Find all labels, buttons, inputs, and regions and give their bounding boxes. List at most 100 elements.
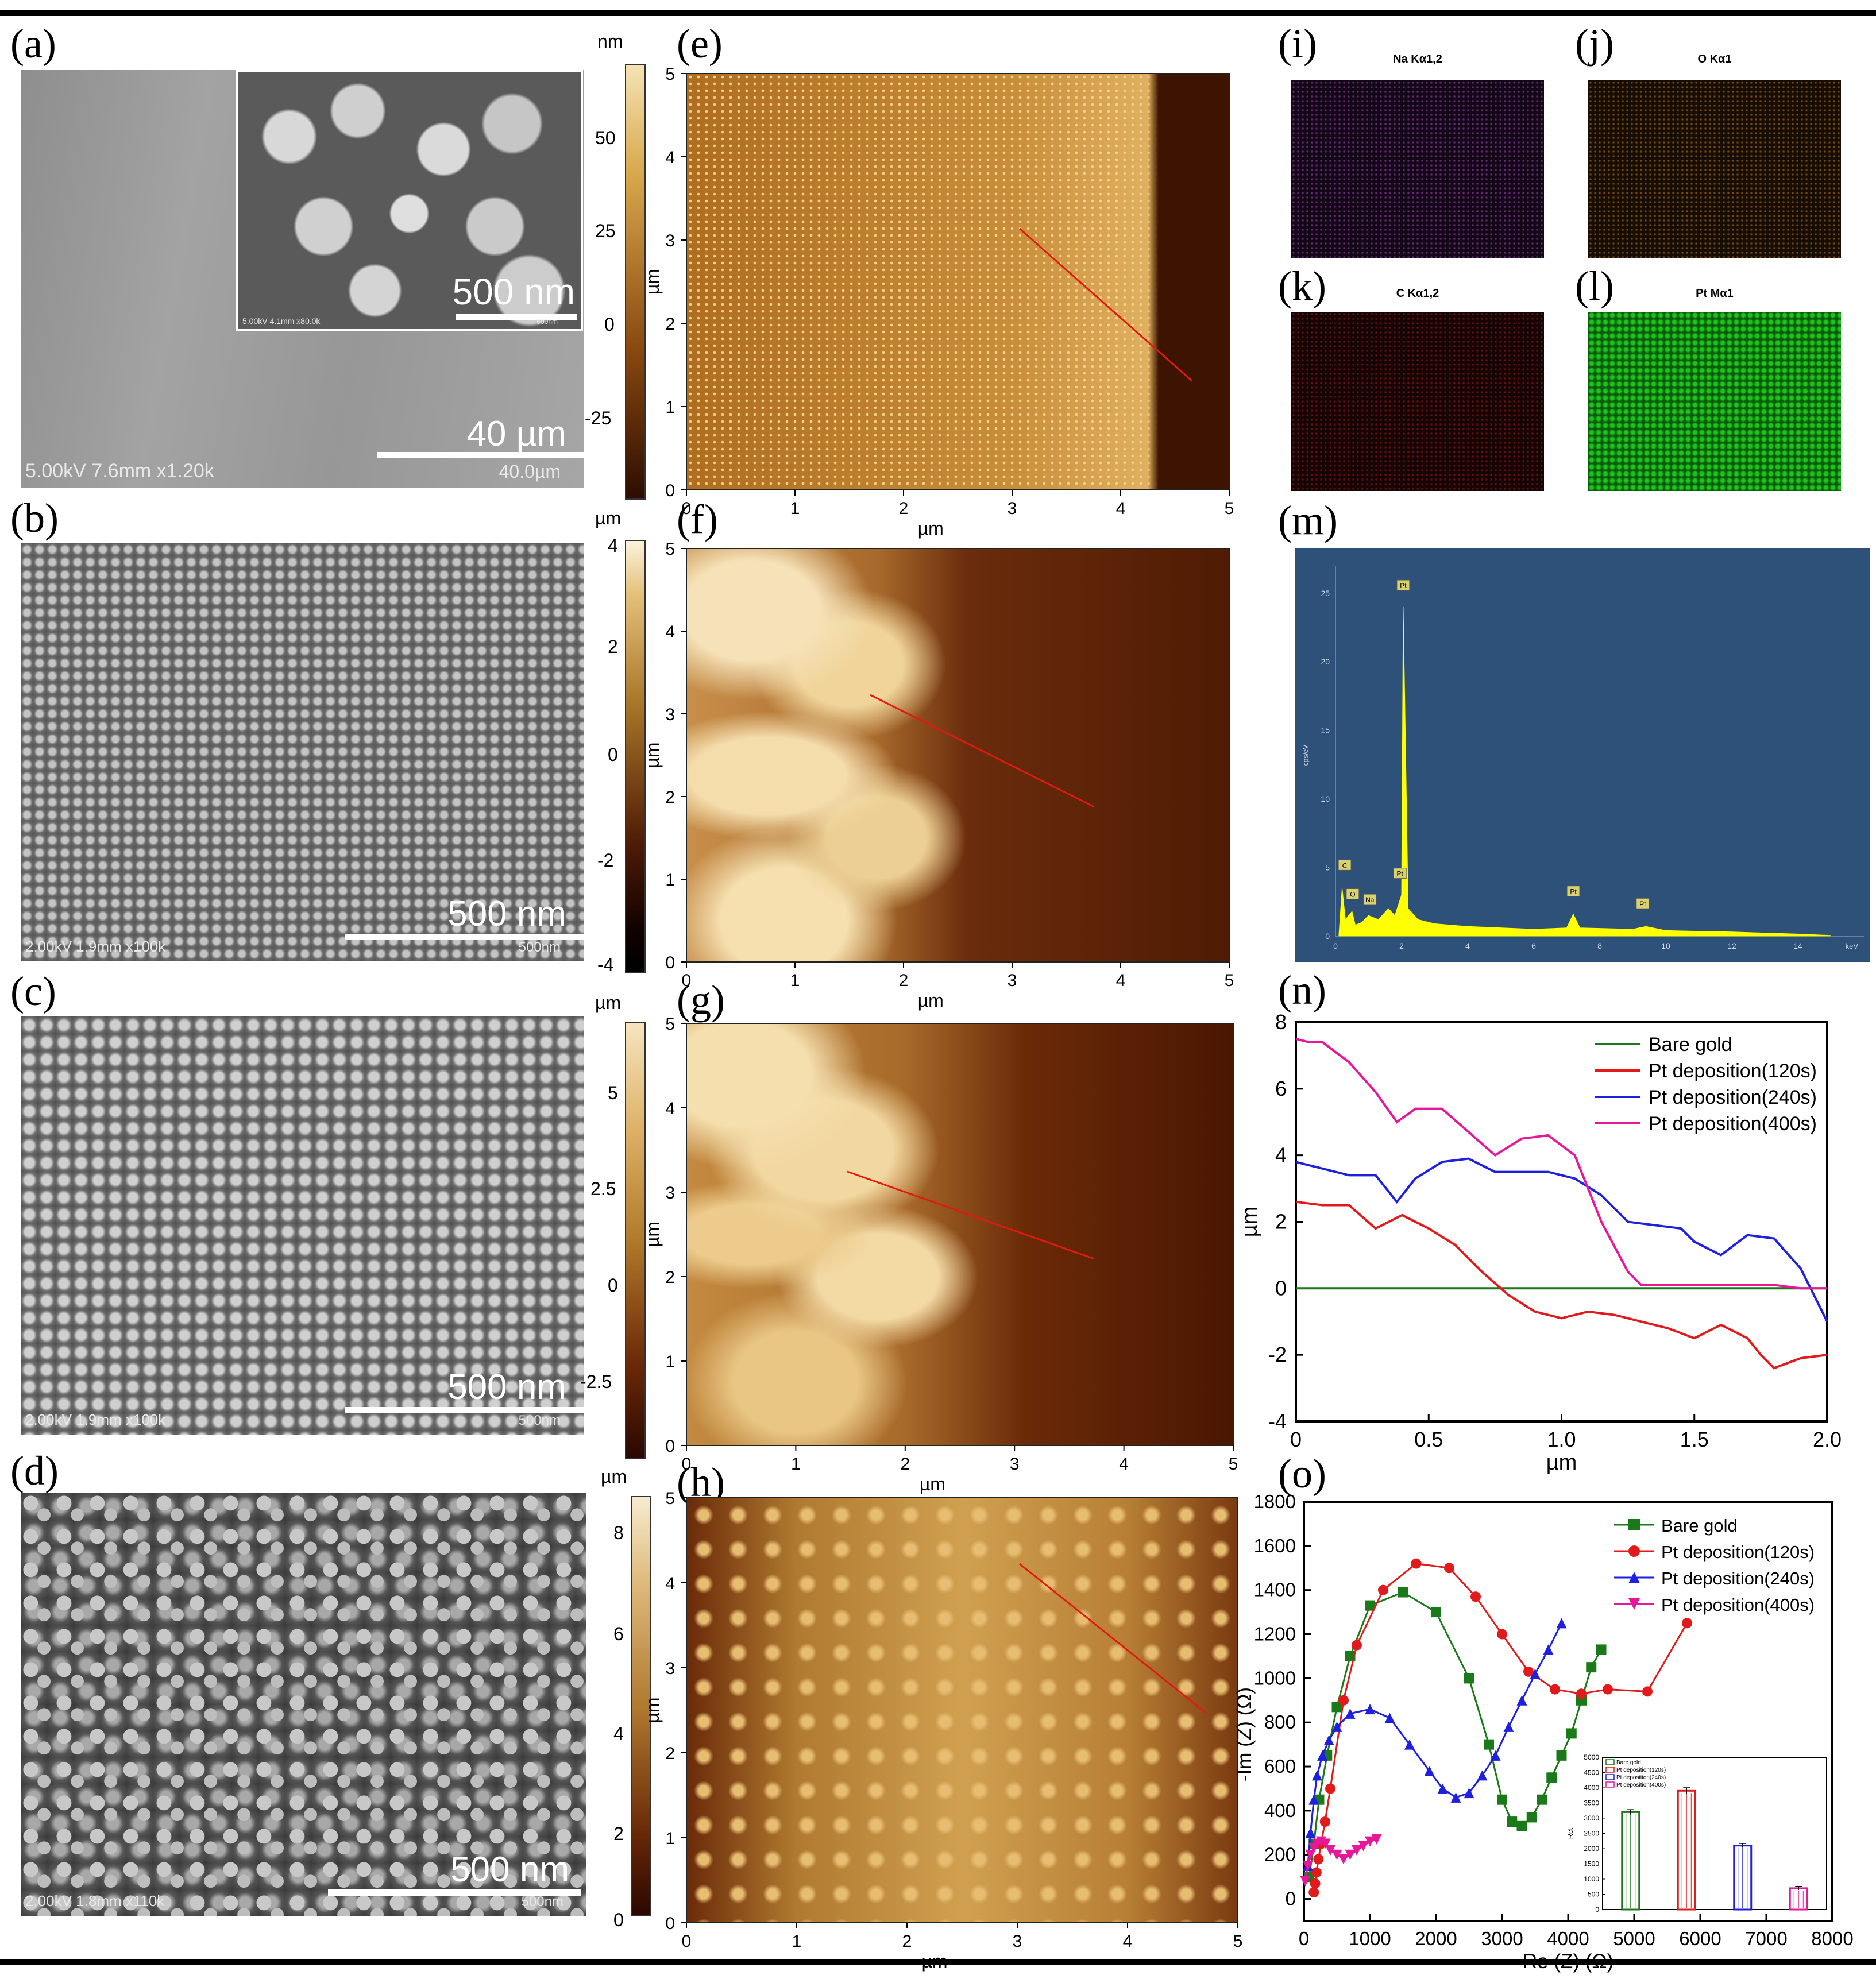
top-rule: [0, 10, 1876, 16]
chart-o-point: [1507, 1816, 1518, 1827]
eds-peak-box: [1338, 859, 1352, 871]
chart-o-point: [1556, 1618, 1567, 1629]
chart-o-point: [1325, 1783, 1335, 1794]
scale-bar-b: [345, 934, 584, 940]
chart-n-xtick-label: 1.0: [1547, 1428, 1576, 1451]
chart-o-point: [1566, 1728, 1577, 1739]
eds-ytick: 10: [1321, 794, 1330, 803]
panel-label-j: (j): [1575, 21, 1614, 67]
chart-o-point: [1431, 1607, 1441, 1618]
chart-o-point: [1682, 1618, 1692, 1629]
chart-o-point: [1444, 1563, 1454, 1574]
eds-peak-box: [1363, 894, 1377, 905]
eds-peak-label: O: [1350, 891, 1355, 899]
afm-e-xtick-label: 4: [1116, 499, 1126, 518]
chart-o-point: [1310, 1878, 1321, 1889]
scale-bar-a-inset: [456, 314, 577, 320]
inset-ytick-label: 500: [1588, 1891, 1599, 1899]
chart-o-ylabel: -Im (Z) (Ω): [1235, 1687, 1256, 1781]
scale-label-a: 40 µm: [466, 414, 566, 454]
cb-h-tick-0: 8: [613, 1522, 624, 1543]
panel-label-a: (a): [10, 21, 56, 67]
sem-inset-a: 500 nm 5.00kV 4.1mm x80.0k 500nm: [236, 70, 583, 331]
panel-label-d: (d): [10, 1448, 59, 1494]
chart-o-ytick-label: 1600: [1254, 1535, 1296, 1556]
chart-n-series-line: [1295, 1200, 1828, 1370]
eds-xtick: 14: [1793, 941, 1802, 950]
chart-o-xtick-label: 1000: [1349, 1928, 1391, 1949]
chart-o-ytick-label: 200: [1264, 1844, 1296, 1865]
scale-bar-d: [328, 1889, 581, 1896]
eds-xtick: 0: [1333, 941, 1338, 950]
afm-e-xtick-label: 1: [790, 499, 800, 518]
chart-o-ytick-label: 1000: [1254, 1667, 1296, 1688]
chart-o-point: [1628, 1545, 1640, 1557]
chart-n-ylabel: µm: [1238, 1207, 1262, 1238]
afm-g-xtick-label: 4: [1119, 1455, 1129, 1474]
afm-image-h: [686, 1498, 1238, 1923]
afm-h-xtick-label: 3: [1013, 1932, 1022, 1951]
eds-title-pt: Pt Mα1: [1696, 287, 1734, 300]
chart-o-xtick-label: 3000: [1481, 1928, 1523, 1949]
chart-o-point: [1537, 1794, 1547, 1805]
chart-n-legend-label: Pt deposition(120s): [1649, 1060, 1817, 1082]
chart-o-ytick-label: 400: [1264, 1800, 1296, 1821]
eds-spectrum-chart: 0 5 10 15 20 25 0 2 4 6 8 10 12 14 keV cps/eV C O Na Pt Pt Pt…: [1295, 548, 1870, 962]
afm-h-xtick-label: 2: [902, 1932, 912, 1951]
chart-o-point: [1556, 1750, 1567, 1761]
cb-e-tick-3: -25: [585, 408, 612, 428]
colorbar-unit-e: nm: [597, 31, 623, 52]
panel-label-c: (c): [10, 968, 56, 1014]
chart-o-xtick-label: 4000: [1547, 1928, 1589, 1949]
eds-xtick: 8: [1597, 941, 1602, 950]
inset-legend-label: Bare gold: [1616, 1760, 1641, 1766]
chart-o-ytick-label: 800: [1264, 1711, 1296, 1733]
chart-o-ytick-label: 1400: [1254, 1579, 1296, 1601]
chart-o-point: [1516, 1695, 1527, 1706]
eds-map-c: [1291, 312, 1544, 491]
afm-h-xtick-label: 1: [792, 1932, 802, 1951]
scale-label-c: 500 nm: [447, 1367, 566, 1407]
chart-n-legend-label: Pt deposition(400s): [1649, 1113, 1817, 1135]
chart-o-point: [1365, 1704, 1375, 1715]
chart-o-point: [1411, 1558, 1422, 1569]
chart-n-frame: [1295, 1021, 1828, 1423]
chart-o-point: [1378, 1584, 1388, 1595]
cb-f-tick-4: -4: [597, 954, 614, 975]
chart-o-point: [1546, 1772, 1557, 1783]
colorbar-unit-f: µm: [595, 508, 622, 528]
panel-label-h: (h): [677, 1459, 725, 1505]
chart-o-legend-label: Pt deposition(120s): [1661, 1542, 1815, 1562]
chart-o-point: [1530, 1668, 1541, 1679]
panel-label-m: (m): [1278, 497, 1338, 543]
eds-peak-label: Pt: [1400, 582, 1407, 590]
eds-spectrum-trace: [1338, 606, 1831, 937]
chart-o-point: [1424, 1765, 1435, 1776]
inset-ytick-label: 4000: [1584, 1784, 1599, 1792]
chart-n-ytick-label: 6: [1275, 1077, 1287, 1100]
eds-xtick: 6: [1531, 941, 1536, 950]
sem-marker-a: 40.0µm: [499, 461, 561, 482]
chart-n-xtick-label: 0.5: [1414, 1428, 1443, 1451]
scale-bar-a: [377, 452, 584, 458]
panel-label-k: (k): [1278, 263, 1326, 309]
eds-peak-box: [1346, 888, 1360, 899]
chart-o-ytick-label: 600: [1264, 1756, 1296, 1777]
chart-n-ytick-label: -4: [1268, 1409, 1287, 1433]
chart-o-point: [1313, 1854, 1324, 1865]
eds-title-o: O Kα1: [1697, 53, 1732, 65]
chart-o-point: [1308, 1887, 1319, 1898]
eds-map-pt: [1588, 312, 1841, 491]
chart-n-series-line: [1295, 1157, 1828, 1323]
chart-n-ytick-label: 4: [1275, 1143, 1287, 1167]
inset-legend-label: Pt deposition(120s): [1616, 1767, 1666, 1773]
chart-o-point: [1628, 1572, 1640, 1583]
bottom-rule: [0, 1959, 1876, 1965]
inset-legend-swatch: [1605, 1781, 1615, 1788]
afm-g-xtick-label: 3: [1010, 1455, 1020, 1474]
chart-o-point: [1543, 1644, 1554, 1655]
cb-e-tick-1: 25: [595, 221, 616, 241]
afm-h-ytick-label: 0: [665, 1914, 675, 1933]
chart-o-point: [1576, 1688, 1587, 1699]
chart-o-ytick-label: 1200: [1254, 1624, 1296, 1645]
